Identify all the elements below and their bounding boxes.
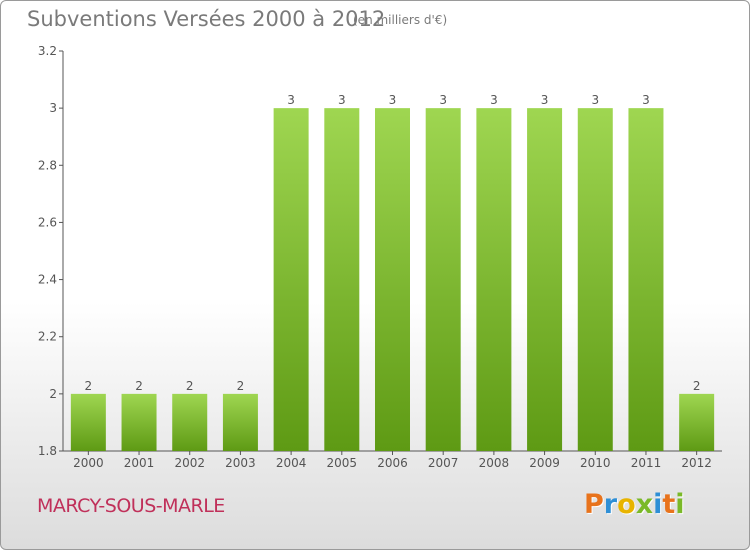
bar [425,108,461,452]
logo-letter: r [603,489,618,520]
y-tick-label: 2.4 [38,273,57,287]
data-label: 3 [490,93,498,107]
x-tick-label: 2003 [225,456,256,470]
bar [324,108,360,452]
x-tick-label: 2004 [276,456,307,470]
bar [222,393,258,451]
data-label: 3 [287,93,295,107]
x-tick-label: 2002 [174,456,205,470]
data-label: 2 [186,379,194,393]
bar [628,108,664,452]
commune-name: MARCY-SOUS-MARLE [37,495,225,517]
y-tick-label: 1.8 [38,444,57,458]
y-tick-label: 2 [49,387,57,401]
data-label: 3 [591,93,599,107]
proxiti-logo: Proxiti [584,489,685,520]
units-note: (en milliers d'€) [353,13,448,27]
bar [527,108,563,452]
bar [172,393,208,451]
y-tick-label: 3 [49,101,57,115]
data-label: 2 [693,379,701,393]
data-label: 3 [338,93,346,107]
logo-letter: t [662,489,676,520]
bar [273,108,309,452]
x-tick-label: 2011 [631,456,662,470]
y-tick-label: 2.8 [38,158,57,172]
x-tick-label: 2005 [327,456,358,470]
bar [375,108,410,452]
data-label: 3 [439,93,447,107]
data-label: 2 [135,379,143,393]
x-tick-label: 2006 [377,456,408,470]
y-tick-label: 2.2 [38,330,57,344]
x-tick-label: 2010 [580,456,611,470]
x-tick-label: 2009 [529,456,560,470]
y-tick-label: 3.2 [38,44,57,58]
bar [679,393,715,451]
bar [476,108,512,452]
logo-letter: i [653,489,663,520]
logo-letter: x [635,489,654,520]
data-label: 3 [389,93,397,107]
data-label: 2 [237,379,245,393]
x-tick-label: 2012 [681,456,712,470]
data-label: 2 [85,379,93,393]
data-label: 3 [642,93,650,107]
x-tick-label: 2001 [124,456,155,470]
chart-title: Subventions Versées 2000 à 2012 [27,7,386,31]
bar [577,108,613,452]
bar [70,393,106,451]
logo-letter: o [617,489,636,520]
data-label: 3 [541,93,549,107]
x-tick-label: 2008 [479,456,510,470]
x-tick-label: 2007 [428,456,459,470]
logo-letter: P [584,489,604,520]
bar [121,393,157,451]
y-tick-label: 2.6 [38,215,57,229]
x-tick-label: 2000 [73,456,104,470]
logo-letter: i [675,489,685,520]
